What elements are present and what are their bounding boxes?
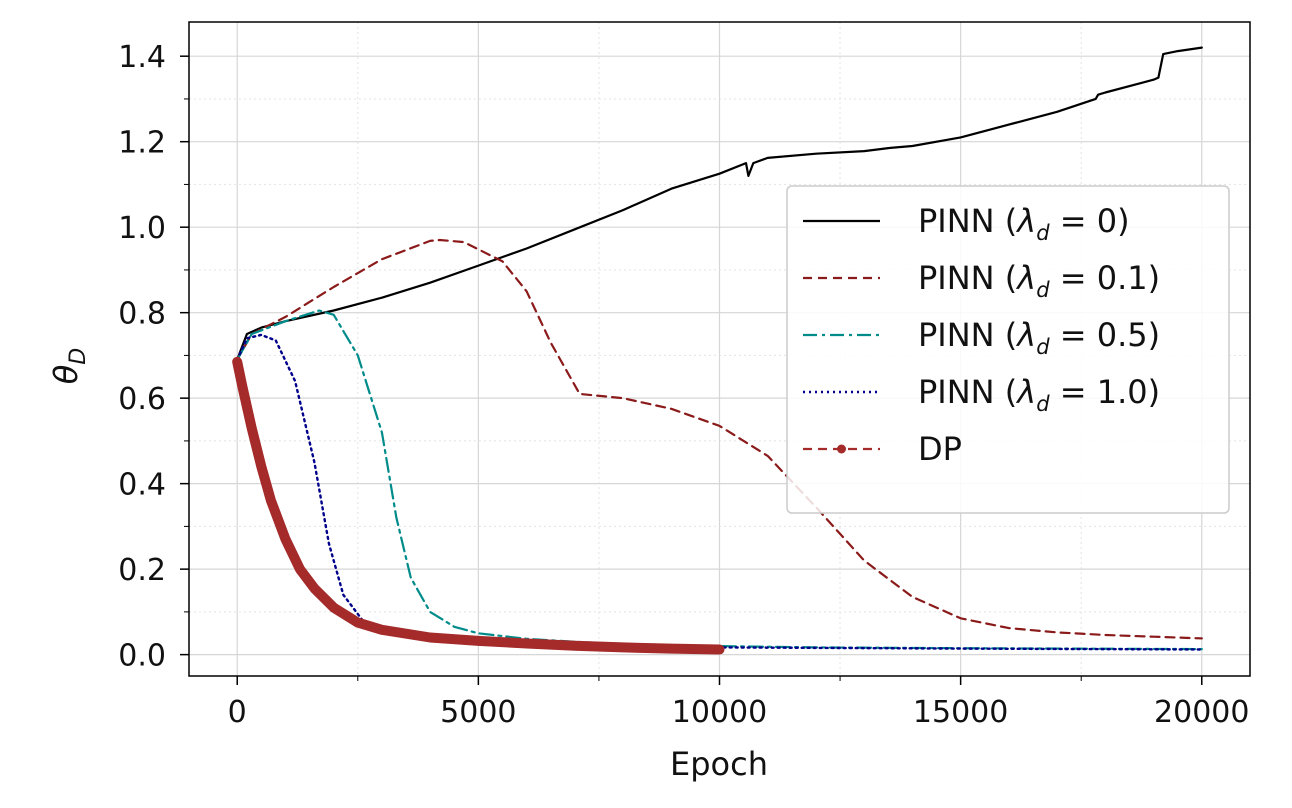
legend-label-prefix: PINN (	[918, 259, 1017, 297]
legend-label-subscript: d	[1036, 278, 1050, 302]
legend-label-prefix: DP	[918, 430, 962, 468]
legend-label-3: PINN (λd = 1.0)	[918, 373, 1160, 416]
legend-label-lambda: λ	[1015, 259, 1036, 297]
legend-label-1: PINN (λd = 0.1)	[918, 259, 1160, 302]
legend-label-lambda: λ	[1015, 373, 1036, 411]
y-tick-label: 0.0	[118, 639, 166, 674]
legend-label-suffix: = 0)	[1050, 202, 1130, 240]
x-tick-label: 5000	[440, 695, 516, 730]
x-axis-title: Epoch	[670, 745, 768, 783]
legend-label-prefix: PINN (	[918, 373, 1017, 411]
legend-label-suffix: = 1.0)	[1050, 373, 1161, 411]
legend-box	[786, 185, 1230, 514]
legend-label-subscript: d	[1036, 335, 1050, 359]
x-tick-label: 20000	[1154, 695, 1249, 730]
legend-label-4: DP	[918, 430, 962, 468]
series-group	[232, 46, 1203, 655]
x-tick-label: 15000	[913, 695, 1008, 730]
legend-label-2: PINN (λd = 0.5)	[918, 316, 1160, 359]
legend-label-0: PINN (λd = 0)	[918, 202, 1130, 245]
legend-label-suffix: = 0.5)	[1050, 316, 1161, 354]
y-tick-label: 1.4	[118, 40, 166, 75]
y-axis-title: θD	[47, 348, 91, 385]
legend-marker-4	[837, 444, 846, 454]
legend-label-subscript: d	[1036, 392, 1050, 416]
y-tick-label: 0.4	[118, 468, 166, 503]
y-tick-label: 1.2	[118, 126, 166, 161]
legend-label-lambda: λ	[1015, 316, 1036, 354]
x-tick-label: 0	[228, 695, 247, 730]
legend: PINN (λd = 0)PINN (λd = 0.1)PINN (λd = 0…	[786, 185, 1230, 514]
series-line-2	[236, 309, 1203, 651]
series-line-1	[236, 238, 1203, 640]
series-line-4	[232, 356, 725, 655]
y-tick-label: 0.6	[118, 382, 166, 417]
legend-label-lambda: λ	[1015, 202, 1036, 240]
legend-label-subscript: d	[1036, 221, 1050, 245]
y-tick-label: 0.2	[118, 553, 166, 588]
ticks: 0 5000 10000 15000 20000 0.0 0.2 0.4 0.6 0.8 1.0 1.…	[118, 40, 1249, 730]
series-line-0	[236, 46, 1203, 361]
legend-label-prefix: PINN (	[918, 316, 1017, 354]
legend-label-suffix: = 0.1)	[1050, 259, 1161, 297]
y-tick-label: 0.8	[118, 297, 166, 332]
y-tick-label: 1.0	[118, 211, 166, 246]
y-axis-title-subscript: D	[66, 348, 91, 365]
x-tick-label: 10000	[672, 695, 767, 730]
y-axis-title-symbol: θ	[47, 365, 85, 385]
legend-label-prefix: PINN (	[918, 202, 1017, 240]
